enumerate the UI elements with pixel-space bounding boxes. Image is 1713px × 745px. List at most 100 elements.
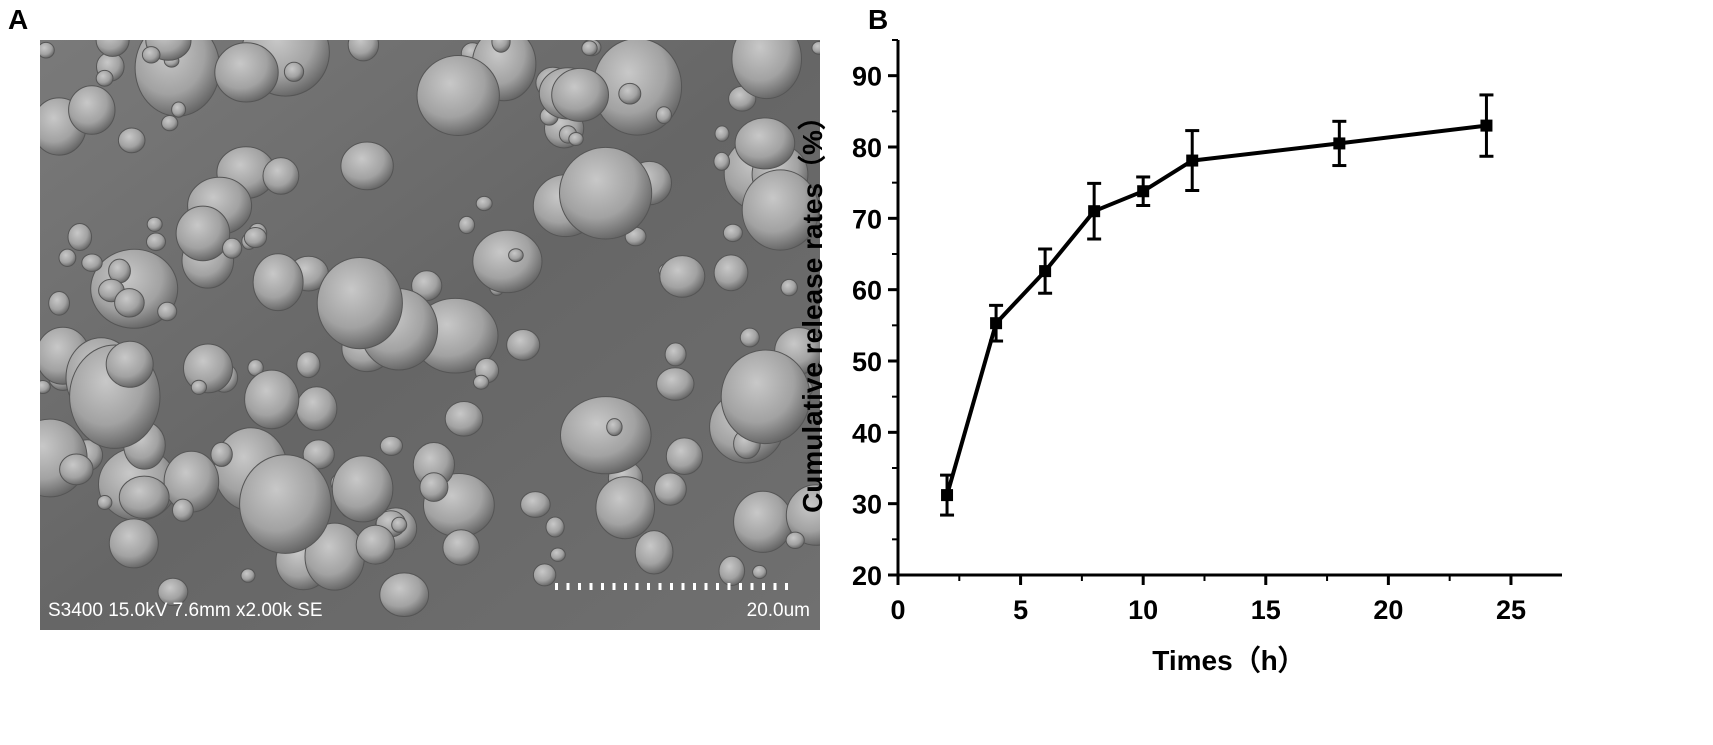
particle — [618, 82, 642, 105]
y-tick-label: 60 — [852, 276, 882, 306]
y-tick-label: 70 — [852, 204, 882, 234]
panel-label-b: B — [868, 4, 889, 35]
particle — [95, 69, 114, 87]
x-axis-title: Times（h） — [1152, 644, 1306, 676]
data-point — [1480, 119, 1493, 132]
particle — [331, 455, 394, 523]
particle — [532, 563, 557, 587]
particle — [243, 227, 267, 248]
scale-bar-tick — [785, 583, 788, 590]
particle — [172, 498, 194, 522]
particle — [568, 132, 584, 146]
particle — [472, 229, 543, 294]
particle — [659, 255, 706, 298]
particle — [40, 41, 55, 59]
scale-bar-tick — [555, 583, 558, 590]
scale-bar-tick — [750, 583, 754, 590]
y-tick-label: 20 — [852, 561, 882, 591]
x-tick-label: 5 — [1013, 595, 1028, 625]
particle — [741, 169, 820, 251]
particle — [664, 342, 687, 367]
data-point — [990, 317, 1003, 330]
particle — [347, 40, 380, 62]
particle — [634, 530, 674, 575]
scale-bar-tick — [658, 583, 662, 590]
particle — [59, 453, 94, 486]
y-tick-label: 30 — [852, 490, 882, 520]
data-point — [1333, 137, 1346, 150]
particle — [157, 577, 189, 607]
particle — [355, 524, 396, 565]
particle — [752, 564, 768, 580]
particle — [222, 237, 243, 259]
scale-bar-tick — [762, 583, 765, 590]
sem-scale-label: 20.0um — [746, 600, 810, 621]
particle — [175, 205, 231, 262]
data-point — [1137, 185, 1150, 198]
particle — [171, 101, 187, 118]
release-chart: 20 30 40 50 60 70 80 90 0 5 10 15 20 25 Times（h） Cumula… — [796, 30, 1713, 745]
particle — [81, 253, 103, 272]
particle — [146, 216, 163, 232]
particle — [713, 254, 749, 292]
scale-bar-tick — [624, 583, 627, 590]
particle — [508, 248, 524, 263]
x-tick-label: 20 — [1373, 595, 1403, 625]
particle — [811, 41, 820, 55]
sem-info-text: S3400 15.0kV 7.6mm x2.00k SE — [48, 600, 323, 621]
particle — [95, 40, 130, 57]
axes: 20 30 40 50 60 70 80 90 0 5 10 15 20 25 — [852, 39, 1562, 625]
particle — [240, 568, 256, 583]
data-point — [1088, 205, 1101, 218]
particle — [108, 518, 159, 569]
particle — [210, 441, 233, 467]
particle — [244, 369, 300, 430]
particle — [183, 343, 233, 394]
particle — [506, 329, 541, 361]
particle — [391, 516, 408, 533]
particle — [96, 495, 113, 510]
particle — [302, 439, 335, 470]
particle — [595, 476, 656, 540]
particle — [146, 232, 166, 252]
y-tick-label: 90 — [852, 62, 882, 92]
particle — [581, 40, 598, 56]
series-line — [945, 123, 1487, 496]
particle — [296, 351, 321, 379]
sem-image — [40, 40, 820, 630]
y-tick-label: 80 — [852, 133, 882, 163]
particle — [473, 374, 490, 390]
particle — [491, 40, 511, 53]
particle — [117, 127, 146, 154]
particle — [283, 61, 305, 82]
scale-bar-tick — [589, 583, 593, 590]
scale-bar-tick — [693, 583, 696, 590]
particle — [722, 223, 743, 243]
particle — [442, 529, 480, 566]
particle — [654, 472, 687, 506]
particle — [780, 278, 798, 297]
series — [940, 93, 1494, 517]
particle — [114, 288, 145, 318]
scale-bar-tick — [601, 583, 604, 590]
chart-canvas: 20 30 40 50 60 70 80 90 0 5 10 15 20 25 Times（h） Cumula… — [796, 39, 1562, 676]
particle — [560, 396, 652, 475]
particle — [379, 572, 430, 618]
scale-bar-tick — [704, 583, 708, 590]
particle — [655, 106, 673, 124]
particle — [475, 195, 493, 212]
data-point — [1186, 154, 1199, 167]
particle — [731, 40, 802, 100]
scale-bar-tick — [635, 583, 639, 590]
particle — [379, 435, 403, 456]
x-tick-label: 10 — [1128, 595, 1158, 625]
panel-label-a: A — [8, 4, 29, 35]
particle — [714, 125, 730, 142]
particle — [718, 555, 746, 587]
particle — [340, 141, 394, 191]
y-axis-title: Cumulative release rates（%） — [796, 102, 828, 513]
particle — [316, 257, 403, 350]
particle — [68, 85, 116, 135]
sem-micrograph: S3400 15.0kV 7.6mm x2.00k SE 20.0um — [40, 40, 820, 630]
x-tick-label: 25 — [1496, 595, 1526, 625]
